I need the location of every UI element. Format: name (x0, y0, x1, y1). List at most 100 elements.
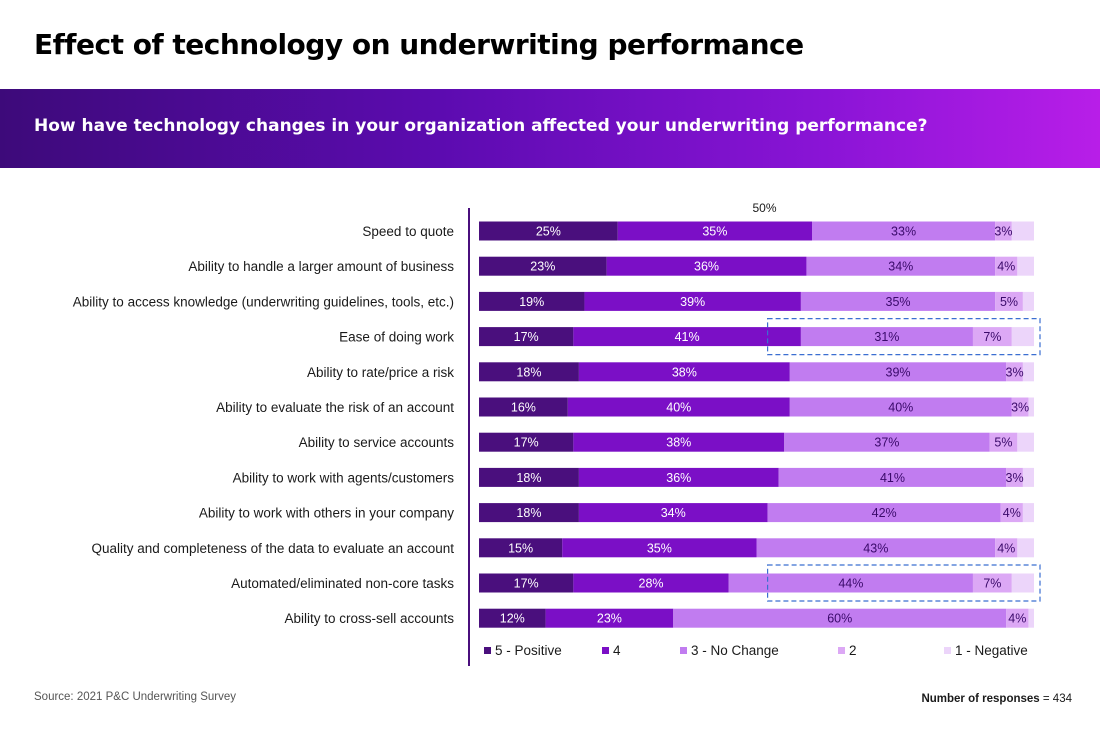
bar-segment (1000, 503, 1023, 523)
bar-segment (1028, 397, 1034, 417)
bar-segment (573, 432, 785, 452)
bar-segment (578, 503, 768, 523)
data-label: 28% (639, 577, 664, 591)
bar-segment (972, 573, 1012, 593)
category-label: Ability to service accounts (299, 435, 455, 450)
category-label: Speed to quote (362, 224, 454, 239)
data-label: 39% (680, 295, 705, 309)
bar-segment (1022, 503, 1034, 523)
bar-segment (479, 291, 585, 311)
bar-segment (1017, 432, 1034, 452)
category-label: Ability to work with agents/customers (233, 470, 455, 485)
bar-segment (767, 503, 1001, 523)
reference-line-label: 50% (752, 201, 776, 215)
category-label: Ability to access knowledge (underwritin… (73, 294, 454, 309)
bar-segment (545, 608, 674, 628)
bar-segment (1006, 362, 1023, 382)
question-banner: How have technology changes in your orga… (0, 89, 1100, 168)
bar-segment (573, 573, 729, 593)
data-label: 5% (994, 436, 1012, 450)
highlight-box (766, 564, 1041, 602)
data-label: 39% (886, 365, 911, 379)
bar-segment (479, 503, 579, 523)
bar-segment (578, 467, 779, 487)
bar-segment (989, 432, 1018, 452)
bar-segment (584, 291, 801, 311)
bar-segment (728, 573, 973, 593)
bar-segment (1006, 467, 1023, 487)
bar-segment (1011, 327, 1034, 347)
bar-segment (1022, 362, 1034, 382)
category-label: Ability to rate/price a risk (307, 365, 454, 380)
bar-segment (789, 362, 1007, 382)
data-label: 41% (675, 330, 700, 344)
data-label: 23% (530, 260, 555, 274)
bar-segment (800, 291, 996, 311)
data-label: 4% (997, 260, 1015, 274)
survey-question: How have technology changes in your orga… (34, 116, 928, 136)
legend-label: 5 - Positive (495, 643, 562, 658)
data-label: 60% (827, 612, 852, 626)
bar-segment (1011, 397, 1029, 417)
data-label: 36% (666, 471, 691, 485)
legend-label: 2 (849, 643, 857, 658)
data-label: 34% (661, 506, 686, 520)
bar-segment (562, 538, 757, 558)
responses-count: Number of responses = 434 (921, 693, 1072, 705)
data-label: 16% (511, 401, 536, 415)
bar-segment (1011, 573, 1034, 593)
data-label: 4% (997, 541, 1015, 555)
bar-segment (789, 397, 1012, 417)
bar-segment (479, 362, 579, 382)
bar-segment (673, 608, 1007, 628)
data-label: 38% (672, 365, 697, 379)
category-label: Automated/eliminated non-core tasks (231, 576, 454, 591)
data-label: 3% (994, 225, 1012, 239)
bar-segment (800, 327, 973, 347)
source-note: Source: 2021 P&C Underwriting Survey (34, 691, 236, 703)
bar-segment (479, 256, 607, 276)
data-label: 31% (874, 330, 899, 344)
bar-segment (756, 538, 996, 558)
data-label: 7% (983, 577, 1001, 591)
bar-segment (479, 573, 574, 593)
bar-segment (1011, 221, 1034, 241)
category-label: Ability to work with others in your comp… (199, 506, 454, 521)
category-label: Ability to handle a larger amount of bus… (188, 259, 454, 274)
data-label: 44% (838, 577, 863, 591)
data-label: 34% (888, 260, 913, 274)
responses-label: Number of responses (921, 693, 1040, 705)
data-label: 38% (666, 436, 691, 450)
highlight-box (766, 318, 1041, 356)
legend-label: 3 - No Change (691, 643, 779, 658)
data-label: 12% (500, 612, 525, 626)
data-label: 3% (1011, 401, 1029, 415)
data-label: 40% (888, 401, 913, 415)
category-label: Ease of doing work (339, 330, 454, 345)
bar-segment (479, 397, 568, 417)
data-label: 36% (694, 260, 719, 274)
category-label: Ability to cross-sell accounts (284, 611, 454, 626)
data-label: 17% (514, 436, 539, 450)
bar-segment (479, 432, 574, 452)
data-label: 42% (872, 506, 897, 520)
data-label: 15% (508, 541, 533, 555)
legend-swatch (602, 647, 609, 654)
bar-segment (479, 221, 618, 241)
bar-segment (972, 327, 1012, 347)
page-title: Effect of technology on underwriting per… (34, 28, 804, 61)
bar-segment (1017, 538, 1034, 558)
data-label: 35% (702, 225, 727, 239)
data-label: 17% (514, 330, 539, 344)
bar-segment (812, 221, 996, 241)
bar-segment (1006, 608, 1029, 628)
bar-segment (479, 538, 563, 558)
legend-label: 4 (613, 643, 621, 658)
bar-segment (479, 467, 579, 487)
data-label: 19% (519, 295, 544, 309)
data-label: 4% (1003, 506, 1021, 520)
bar-segment (1022, 291, 1034, 311)
bar-segment (573, 327, 801, 347)
legend-swatch (484, 647, 491, 654)
